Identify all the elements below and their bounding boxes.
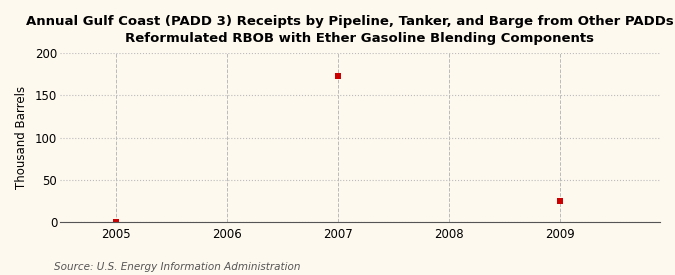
Title: Annual Gulf Coast (PADD 3) Receipts by Pipeline, Tanker, and Barge from Other PA: Annual Gulf Coast (PADD 3) Receipts by P… (26, 15, 675, 45)
Y-axis label: Thousand Barrels: Thousand Barrels (15, 86, 28, 189)
Text: Source: U.S. Energy Information Administration: Source: U.S. Energy Information Administ… (54, 262, 300, 272)
